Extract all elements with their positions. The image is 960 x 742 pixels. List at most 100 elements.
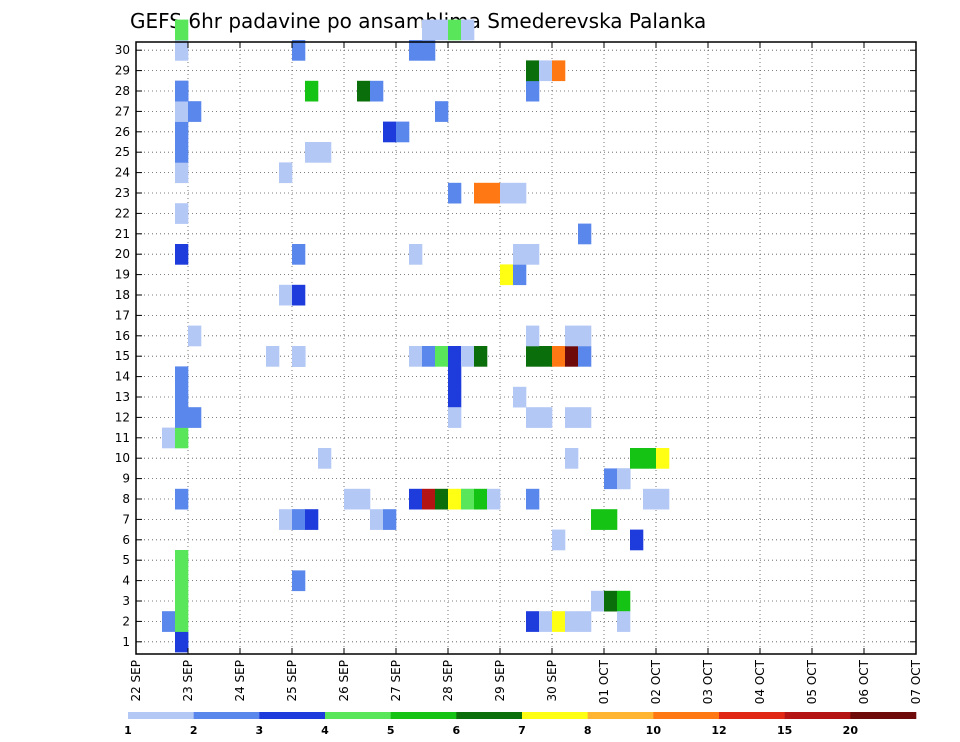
heat-cell xyxy=(526,60,540,82)
heat-cell xyxy=(578,407,592,428)
heat-cell xyxy=(175,203,189,224)
heat-cell xyxy=(578,611,592,632)
y-tick-label: 2 xyxy=(122,614,130,628)
y-tick-label: 24 xyxy=(115,166,130,180)
x-tick-label: 04 OCT xyxy=(753,659,767,704)
heat-cell xyxy=(461,19,475,41)
heat-cell xyxy=(591,509,605,530)
x-tick-label: 24 SEP xyxy=(233,660,247,702)
heat-cell xyxy=(500,182,514,204)
heat-cell xyxy=(513,182,527,204)
heat-cell xyxy=(539,611,553,632)
colorbar-label: 15 xyxy=(777,724,792,737)
colorbar-segment xyxy=(193,712,260,719)
heat-cell xyxy=(539,346,553,367)
heat-cell xyxy=(565,346,579,367)
heat-cell xyxy=(617,611,631,632)
cells-layer xyxy=(162,19,670,653)
y-tick-label: 26 xyxy=(115,125,130,139)
y-tick-label: 25 xyxy=(115,145,130,159)
heat-cell xyxy=(305,80,319,102)
heat-cell xyxy=(604,468,618,490)
colorbar-label: 20 xyxy=(843,724,859,737)
heat-cell xyxy=(188,325,202,347)
heat-cell xyxy=(435,19,449,41)
colorbar-segment xyxy=(128,712,194,719)
plot-frame xyxy=(135,41,917,655)
y-tick-label: 7 xyxy=(122,512,130,526)
heat-cell xyxy=(578,346,592,367)
heat-cell xyxy=(552,529,566,551)
heat-cell xyxy=(526,407,540,428)
heat-cell xyxy=(565,611,579,632)
heat-cell xyxy=(175,550,189,571)
colorbar-label: 12 xyxy=(711,724,726,737)
heat-cell xyxy=(448,386,462,408)
heat-cell xyxy=(370,509,384,530)
heat-cell xyxy=(500,264,514,286)
heat-cell xyxy=(292,570,306,592)
colorbar-segment xyxy=(456,712,523,719)
heat-cell xyxy=(409,244,423,265)
x-tick-label: 05 OCT xyxy=(805,659,819,704)
heat-cell xyxy=(396,121,410,143)
y-tick-label: 9 xyxy=(122,472,130,486)
heat-cell xyxy=(175,40,189,61)
heat-cell xyxy=(539,407,553,428)
y-tick-label: 8 xyxy=(122,492,130,506)
y-tick-label: 3 xyxy=(122,594,130,608)
heat-cell xyxy=(448,182,462,204)
x-tick-label: 28 SEP xyxy=(441,660,455,702)
heat-cell xyxy=(175,386,189,408)
heat-cell xyxy=(435,488,449,510)
heat-cell xyxy=(565,407,579,428)
heat-cell xyxy=(448,488,462,510)
heat-cell xyxy=(552,611,566,632)
heat-cell xyxy=(630,529,644,551)
heat-cell xyxy=(474,182,488,204)
heat-cell xyxy=(487,182,501,204)
heat-cell xyxy=(292,346,306,367)
x-tick-label: 26 SEP xyxy=(337,660,351,702)
x-tick-label: 02 OCT xyxy=(649,659,663,704)
heat-cell xyxy=(292,284,306,306)
colorbar-segment xyxy=(719,712,785,719)
heat-cell xyxy=(409,488,423,510)
heat-cell xyxy=(370,80,384,102)
heat-cell xyxy=(162,611,176,632)
y-tick-label: 28 xyxy=(115,84,130,98)
heat-cell xyxy=(578,223,592,245)
heat-cell xyxy=(578,325,592,347)
heat-cell xyxy=(448,366,462,388)
heat-cell xyxy=(604,509,618,530)
x-tick-label: 30 SEP xyxy=(545,660,559,702)
colorbar-label: 1 xyxy=(124,724,132,737)
heat-cell xyxy=(175,101,189,122)
y-tick-label: 10 xyxy=(115,451,130,465)
y-tick-label: 14 xyxy=(115,370,130,384)
heat-cell xyxy=(526,488,540,510)
heat-cell xyxy=(305,509,319,530)
heat-cell xyxy=(357,80,371,102)
heat-cell xyxy=(188,101,202,122)
heat-cell xyxy=(409,40,423,61)
heat-cell xyxy=(175,407,189,428)
x-tick-label: 23 SEP xyxy=(181,660,195,702)
heat-cell xyxy=(435,346,449,367)
heat-cell xyxy=(643,488,657,510)
heat-cell xyxy=(292,509,306,530)
heat-cell xyxy=(422,346,436,367)
y-tick-label: 21 xyxy=(115,227,130,241)
heat-cell xyxy=(552,346,566,367)
heat-cell xyxy=(292,244,306,265)
heat-cell xyxy=(279,162,293,184)
y-tick-label: 12 xyxy=(115,410,130,424)
colorbar-segment xyxy=(587,712,654,719)
heat-cell xyxy=(266,346,280,367)
x-tick-label: 06 OCT xyxy=(857,659,871,704)
colorbar-label: 8 xyxy=(584,724,592,737)
y-tick-label: 30 xyxy=(115,43,130,57)
y-tick-label: 15 xyxy=(115,349,130,363)
colorbar-label: 6 xyxy=(453,724,461,737)
